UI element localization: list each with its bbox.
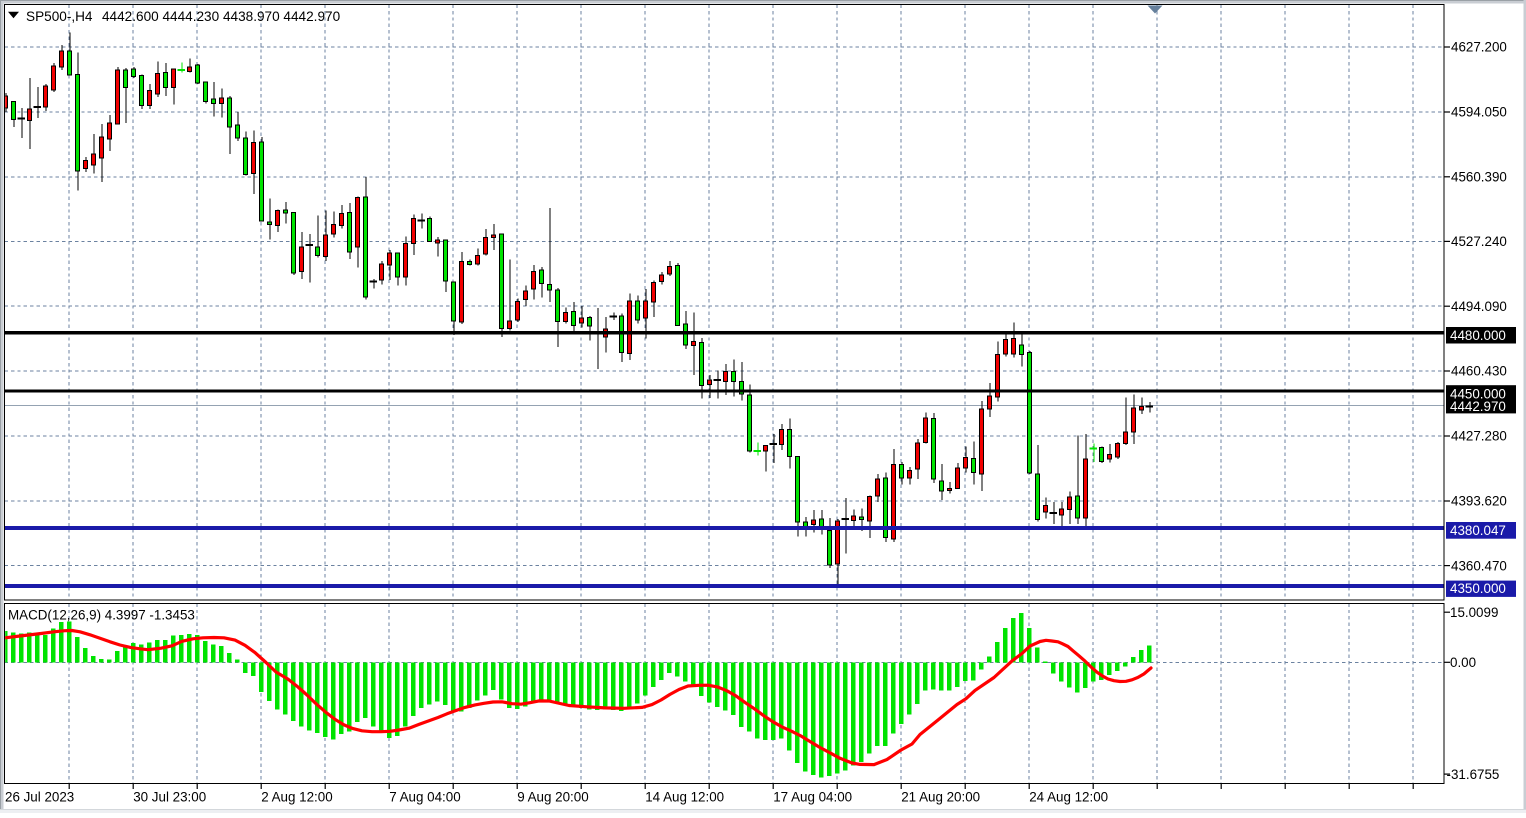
svg-text:4442.600 4444.230 4438.970 444: 4442.600 4444.230 4438.970 4442.970 xyxy=(102,9,341,24)
svg-text:4594.050: 4594.050 xyxy=(1451,105,1507,120)
svg-text:4427.280: 4427.280 xyxy=(1451,429,1507,444)
svg-text:26 Jul 2023: 26 Jul 2023 xyxy=(5,790,74,805)
svg-text:21 Aug 20:00: 21 Aug 20:00 xyxy=(901,790,980,805)
svg-text:4380.047: 4380.047 xyxy=(1450,523,1506,538)
svg-text:4450.000: 4450.000 xyxy=(1450,387,1506,402)
svg-text:4494.090: 4494.090 xyxy=(1451,299,1507,314)
svg-text:4627.200: 4627.200 xyxy=(1451,40,1507,55)
svg-text:4460.430: 4460.430 xyxy=(1451,364,1507,379)
svg-text:4560.390: 4560.390 xyxy=(1451,170,1507,185)
svg-text:-31.6755: -31.6755 xyxy=(1447,767,1500,782)
svg-text:4527.240: 4527.240 xyxy=(1451,234,1507,249)
svg-text:SP500-,H4: SP500-,H4 xyxy=(26,9,93,24)
svg-text:4442.970: 4442.970 xyxy=(1450,399,1506,414)
svg-text:MACD(12,26,9) 4.3997 -1.3453: MACD(12,26,9) 4.3997 -1.3453 xyxy=(8,608,195,623)
svg-text:14 Aug 12:00: 14 Aug 12:00 xyxy=(645,790,724,805)
svg-text:30 Jul 23:00: 30 Jul 23:00 xyxy=(133,790,206,805)
svg-text:24 Aug 12:00: 24 Aug 12:00 xyxy=(1029,790,1108,805)
svg-text:15.0099: 15.0099 xyxy=(1450,605,1498,620)
svg-text:0.00: 0.00 xyxy=(1450,655,1476,670)
svg-text:4480.000: 4480.000 xyxy=(1450,328,1506,343)
svg-text:9 Aug 20:00: 9 Aug 20:00 xyxy=(517,790,588,805)
svg-text:4350.000: 4350.000 xyxy=(1450,581,1506,596)
svg-text:2 Aug 12:00: 2 Aug 12:00 xyxy=(261,790,332,805)
svg-text:17 Aug 04:00: 17 Aug 04:00 xyxy=(773,790,852,805)
svg-text:4360.470: 4360.470 xyxy=(1451,558,1507,573)
svg-text:7 Aug 04:00: 7 Aug 04:00 xyxy=(389,790,460,805)
svg-text:4393.620: 4393.620 xyxy=(1451,494,1507,509)
